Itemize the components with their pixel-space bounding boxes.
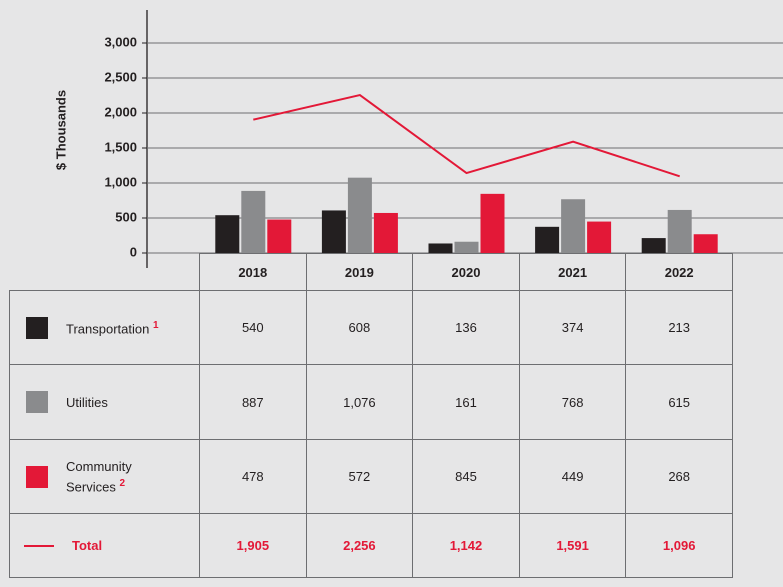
legend-entry: Utilities <box>9 364 200 440</box>
total-line <box>253 94 681 178</box>
value-cell: 887 <box>199 364 307 440</box>
legend-entry: Total <box>9 513 200 578</box>
y-tick-label: 1,000 <box>104 174 137 189</box>
column-header: 2019 <box>305 253 414 291</box>
legend-line <box>24 544 54 547</box>
y-tick-label: 500 <box>115 209 137 224</box>
y-axis-label: $ Thousands <box>53 90 68 170</box>
bar <box>561 199 586 253</box>
series-name: Utilities <box>66 394 166 411</box>
y-tick-label: 1,500 <box>104 139 137 154</box>
bar <box>667 209 692 253</box>
bar <box>347 177 372 253</box>
footnote-marker: 1 <box>152 320 159 332</box>
value-cell: 572 <box>305 439 414 514</box>
value-cell: 1,142 <box>412 513 520 578</box>
column-header: 2018 <box>199 253 307 291</box>
bar <box>480 193 505 253</box>
legend-entry: Transportation 1 <box>9 290 200 365</box>
value-cell: 1,096 <box>625 513 733 578</box>
value-cell: 768 <box>518 364 627 440</box>
value-cell: 268 <box>625 439 733 514</box>
bar <box>693 234 718 253</box>
series-label: Total <box>72 538 103 553</box>
bar <box>535 226 560 253</box>
series-name: Community Services 2 <box>66 458 166 495</box>
value-cell: 1,905 <box>199 513 307 578</box>
bar <box>454 241 479 253</box>
column-header: 2021 <box>518 253 627 291</box>
value-cell: 1,076 <box>305 364 414 440</box>
value-cell: 213 <box>625 290 733 365</box>
y-tick-label: 0 <box>130 244 137 259</box>
column-header: 2020 <box>412 253 520 291</box>
series-name: Transportation 1 <box>66 317 166 337</box>
legend-swatch <box>26 465 48 488</box>
bar <box>641 238 666 253</box>
bar <box>241 190 266 253</box>
bar <box>215 215 240 253</box>
value-cell: 136 <box>412 290 520 365</box>
bar <box>321 210 346 253</box>
series-label: Transportation <box>66 321 150 337</box>
series-label: Community Services <box>66 458 132 495</box>
value-cell: 2,256 <box>305 513 414 578</box>
series-label: Utilities <box>66 394 108 410</box>
bar <box>428 243 453 253</box>
value-cell: 478 <box>199 439 307 514</box>
value-cell: 374 <box>518 290 627 365</box>
bar <box>587 221 612 253</box>
legend-swatch <box>26 391 48 413</box>
y-tick-label: 3,000 <box>104 34 137 49</box>
column-header: 2022 <box>625 253 733 291</box>
value-cell: 845 <box>412 439 520 514</box>
legend-entry: Community Services 2 <box>9 439 200 514</box>
value-cell: 608 <box>305 290 414 365</box>
value-cell: 615 <box>625 364 733 440</box>
y-tick-label: 2,500 <box>104 69 137 84</box>
series-name: Total <box>72 537 172 554</box>
bar <box>267 219 292 253</box>
value-cell: 540 <box>199 290 307 365</box>
footnote-marker: 2 <box>119 477 126 489</box>
value-cell: 449 <box>518 439 627 514</box>
value-cell: 1,591 <box>518 513 627 578</box>
y-tick-label: 2,000 <box>104 104 137 119</box>
legend-swatch <box>26 316 48 339</box>
bar <box>373 212 398 253</box>
value-cell: 161 <box>412 364 520 440</box>
